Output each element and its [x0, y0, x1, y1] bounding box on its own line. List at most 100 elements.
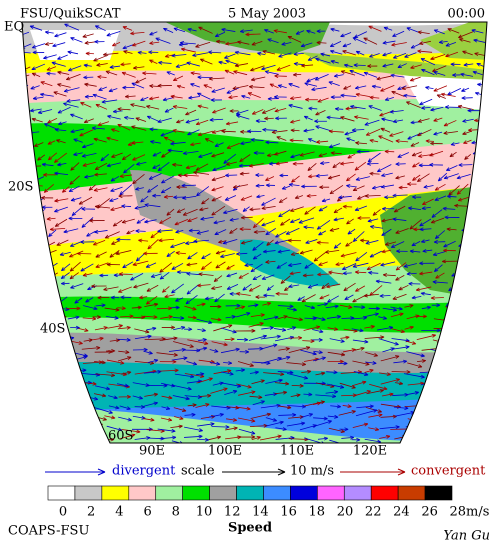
wind-arrow — [266, 239, 274, 246]
wind-arrow — [312, 337, 323, 342]
wind-arrow — [170, 424, 183, 429]
wind-arrow — [333, 217, 345, 222]
wind-arrow — [93, 239, 106, 246]
wind-arrow — [130, 103, 146, 108]
wind-arrow — [454, 203, 469, 208]
wind-arrow — [59, 251, 71, 256]
wind-arrow — [104, 415, 116, 420]
wind-arrow — [318, 153, 327, 157]
wind-arrow — [108, 88, 118, 93]
wind-arrow — [83, 118, 94, 124]
wind-arrow — [186, 61, 200, 67]
wind-arrow — [288, 83, 300, 88]
wind-arrow — [482, 351, 487, 356]
wind-arrow — [54, 171, 69, 176]
wind-arrow — [48, 229, 57, 238]
wind-arrow — [240, 141, 252, 146]
wind-arrow — [365, 361, 377, 365]
wind-arrow — [486, 392, 487, 397]
wind-arrow — [100, 153, 110, 162]
wind-arrow — [163, 194, 174, 199]
wind-arrow — [119, 405, 131, 410]
wind-arrow — [346, 137, 355, 142]
wind-arrow — [147, 239, 159, 250]
wind-arrow — [43, 183, 54, 193]
wind-arrow — [450, 142, 460, 146]
wind-arrow — [234, 50, 251, 56]
wind-arrow — [138, 238, 149, 243]
wind-arrow — [356, 404, 374, 409]
wind-arrow — [273, 29, 287, 34]
wind-arrow — [342, 271, 352, 276]
wind-arrow — [81, 207, 96, 211]
wind-arrow — [238, 390, 256, 396]
wind-arrow — [470, 197, 483, 208]
wind-arrow — [263, 315, 279, 321]
wind-arrow — [81, 152, 97, 158]
wind-arrow — [371, 84, 381, 89]
wind-arrow — [237, 40, 250, 45]
wind-arrow — [31, 392, 42, 397]
wind-arrow — [41, 162, 54, 167]
wind-arrow — [473, 250, 483, 255]
wind-arrow — [130, 273, 144, 281]
wind-arrow — [196, 186, 210, 197]
wind-arrow — [107, 114, 121, 120]
wind-arrow — [300, 42, 313, 48]
wind-arrow — [211, 205, 226, 216]
wind-arrow — [197, 328, 206, 333]
wind-arrow — [159, 359, 177, 364]
wind-arrow — [369, 171, 380, 176]
wind-arrow — [143, 251, 158, 256]
wind-arrow — [22, 195, 31, 201]
wind-arrow — [486, 334, 487, 340]
wind-arrow — [457, 359, 470, 364]
wind-arrow — [263, 29, 274, 34]
wind-arrow — [63, 228, 79, 234]
wind-arrow — [196, 377, 213, 384]
wind-arrow — [144, 203, 161, 208]
wind-arrow — [158, 60, 172, 65]
wind-arrow — [379, 293, 391, 298]
wind-arrow — [406, 101, 421, 109]
land — [300, 52, 487, 80]
wind-arrow — [355, 409, 378, 417]
wind-arrow — [342, 204, 353, 209]
wind-arrow — [81, 143, 94, 149]
wind-arrow — [235, 328, 256, 333]
arrow-head — [277, 468, 286, 476]
wind-arrow — [237, 417, 256, 423]
wind-arrow — [261, 326, 274, 330]
wind-arrow — [44, 306, 58, 312]
wind-arrow — [327, 359, 344, 364]
wind-arrow — [356, 149, 370, 154]
wind-arrow — [247, 303, 259, 308]
wind-arrow — [355, 252, 368, 262]
wind-arrow — [445, 404, 465, 412]
wind-arrow — [22, 273, 31, 280]
wind-arrow — [248, 322, 264, 328]
wind-arrow — [434, 230, 446, 240]
wind-arrow — [221, 27, 236, 32]
wind-arrow — [236, 383, 252, 389]
wind-arrow — [368, 306, 380, 311]
wind-arrow — [236, 291, 251, 296]
wind-arrow — [470, 357, 485, 362]
wind-arrow — [198, 338, 207, 342]
divergent-label: divergent — [112, 464, 176, 479]
wind-arrow — [434, 426, 450, 431]
wind-arrow — [225, 315, 236, 319]
wind-arrow — [44, 41, 54, 46]
wind-arrow — [269, 83, 279, 89]
wind-arrow — [261, 220, 276, 227]
wind-arrow — [341, 262, 357, 270]
wind-arrow — [355, 50, 365, 56]
wind-arrow — [198, 272, 214, 277]
wind-arrow — [197, 104, 209, 109]
wind-arrow — [95, 262, 109, 268]
wind-arrow — [53, 361, 70, 366]
wind-arrow — [409, 249, 421, 254]
wind-arrow — [389, 131, 404, 137]
wind-arrow — [430, 141, 443, 146]
wind-arrow — [57, 162, 67, 167]
